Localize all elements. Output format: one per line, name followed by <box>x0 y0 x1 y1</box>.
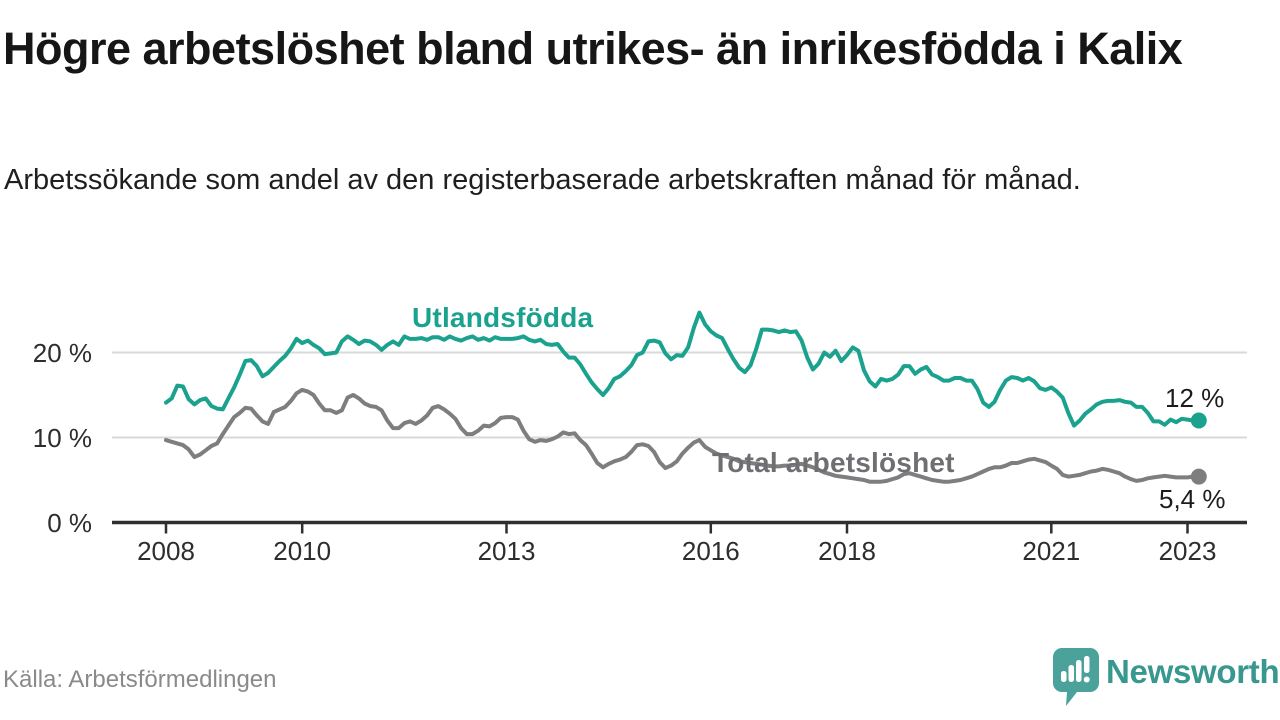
series-label-total: Total arbetslöshet <box>712 447 955 478</box>
series-end-dot-total <box>1190 468 1207 485</box>
newsworthy-logo: Newsworthy <box>1053 646 1280 708</box>
series-line-utlandsfodda <box>164 310 1201 428</box>
bar-chart-glyph <box>1061 656 1090 683</box>
end-value-label-total: 5,4 % <box>1159 484 1226 514</box>
series-line-total <box>164 387 1201 484</box>
series-end-dot-utlandsfodda <box>1190 412 1207 429</box>
series-label-utlandsfodda: Utlandsfödda <box>412 302 594 333</box>
newsworthy-wordmark: Newsworthy <box>1106 653 1280 690</box>
end-value-label-utlandsfodda: 12 % <box>1165 383 1225 413</box>
newsworthy-bubble-chart-icon <box>1053 648 1099 706</box>
chart-subtitle: Arbetssökande som andel av den registerb… <box>4 164 1081 196</box>
source-credit: Källa: Arbetsförmedlingen <box>3 666 277 693</box>
page-title: Högre arbetslöshet bland utrikes- än inr… <box>3 23 1183 74</box>
